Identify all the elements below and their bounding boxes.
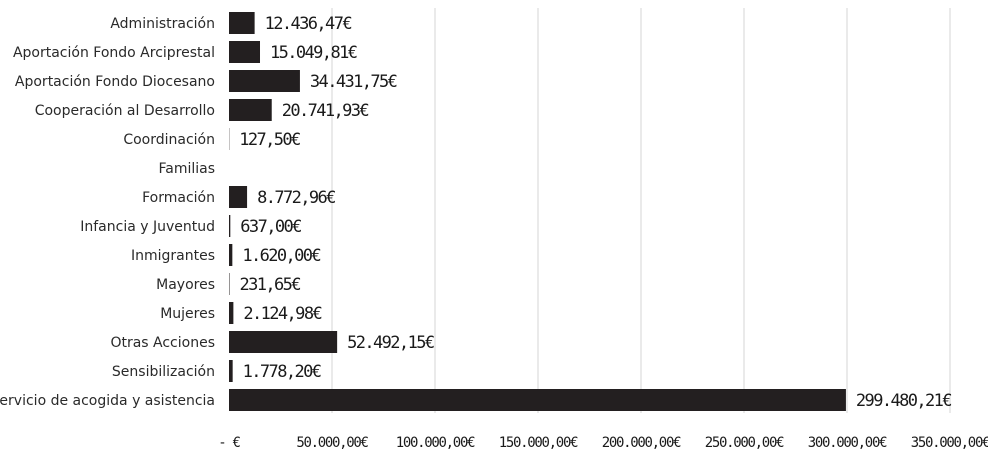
category-label: Aportación Fondo Arciprestal <box>13 45 215 61</box>
x-tick-label: 50.000,00€ <box>296 435 368 451</box>
x-tick-labels: - € 50.000,00€ 100.000,00€ 150.000,00€ 200.0… <box>218 435 988 451</box>
x-tick-label: 150.000,00€ <box>499 435 578 451</box>
data-label: 12.436,47€ <box>265 14 352 34</box>
bars <box>229 12 846 411</box>
value-labels: 12.436,47€ 15.049,81€ 34.431,75€ 20.741,93€… <box>239 14 953 411</box>
category-label: Formación <box>142 190 215 206</box>
category-label: Mujeres <box>160 306 215 322</box>
category-label: Sensibilización <box>112 364 215 380</box>
category-label: Familias <box>158 161 215 177</box>
bar <box>229 215 231 237</box>
x-tick-label: - € <box>218 435 240 451</box>
data-label: 52.492,15€ <box>347 333 434 353</box>
data-label: 20.741,93€ <box>282 101 369 121</box>
bar <box>229 99 272 121</box>
grid-lines <box>331 8 951 413</box>
bar <box>229 41 261 63</box>
bar <box>229 331 338 353</box>
category-label: Coordinación <box>123 132 215 148</box>
data-label: 2.124,98€ <box>243 304 321 324</box>
bar <box>229 302 234 324</box>
data-label: 15.049,81€ <box>270 43 357 63</box>
category-label: Mayores <box>156 277 215 293</box>
data-label: 299.480,21€ <box>856 391 951 411</box>
data-label: 637,00€ <box>240 217 301 237</box>
category-label: Otras Acciones <box>110 335 215 351</box>
category-label: Aportación Fondo Diocesano <box>15 74 215 90</box>
category-labels: Administración Aportación Fondo Arciprest… <box>0 16 215 409</box>
bar <box>229 186 248 208</box>
data-label: 8.772,96€ <box>257 188 335 208</box>
bar <box>229 12 255 34</box>
x-tick-label: 350.000,00€ <box>911 435 988 451</box>
data-label: 231,65€ <box>239 275 300 295</box>
category-label: Servicio de acogida y asistencia <box>0 393 215 409</box>
category-label: Cooperación al Desarrollo <box>35 103 215 119</box>
bar <box>229 389 846 411</box>
x-tick-label: 300.000,00€ <box>808 435 887 451</box>
x-tick-label: 200.000,00€ <box>602 435 681 451</box>
bar <box>229 70 300 92</box>
x-tick-label: 100.000,00€ <box>396 435 475 451</box>
data-label: 34.431,75€ <box>310 72 397 92</box>
category-label: Infancia y Juventud <box>80 219 215 235</box>
bar <box>229 244 233 266</box>
bar <box>229 360 233 382</box>
data-label: 1.778,20€ <box>243 362 321 382</box>
category-label: Administración <box>110 16 215 32</box>
x-tick-label: 250.000,00€ <box>705 435 784 451</box>
category-label: Inmigrantes <box>131 248 215 264</box>
data-label: 1.620,00€ <box>242 246 320 266</box>
data-label: 127,50€ <box>239 130 300 150</box>
